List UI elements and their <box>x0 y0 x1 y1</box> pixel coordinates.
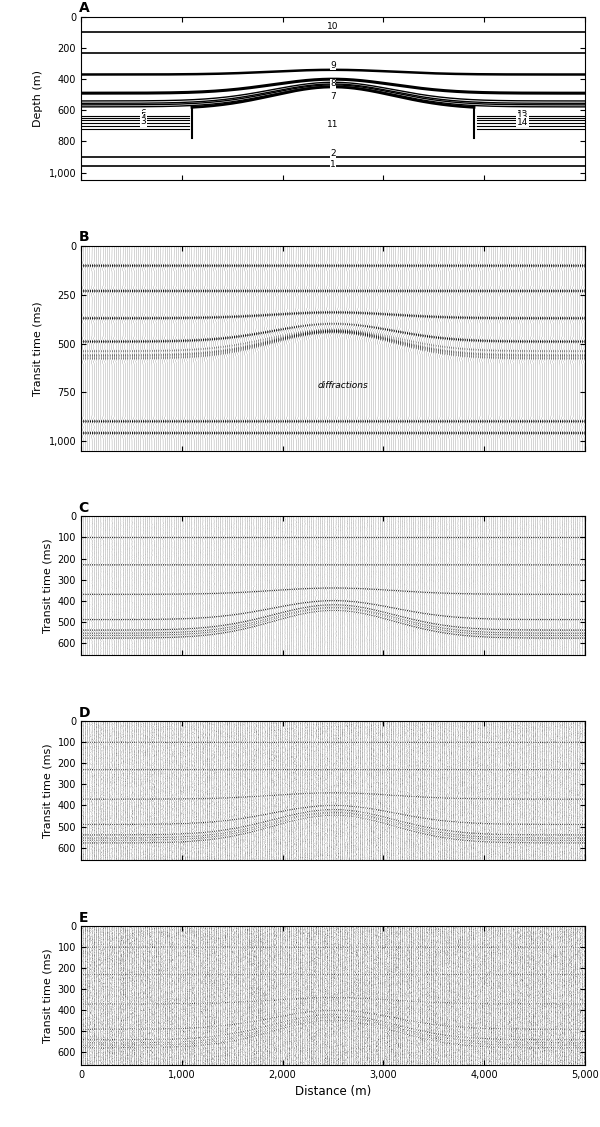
Polygon shape <box>192 87 474 139</box>
Y-axis label: Transit time (ms): Transit time (ms) <box>33 301 43 396</box>
Text: 12: 12 <box>517 109 528 118</box>
Text: diffractions: diffractions <box>318 381 368 390</box>
Text: 11: 11 <box>327 119 339 128</box>
X-axis label: Distance (m): Distance (m) <box>295 1085 371 1099</box>
Y-axis label: Transit time (ms): Transit time (ms) <box>42 744 52 838</box>
Text: D: D <box>79 706 90 720</box>
Text: 3: 3 <box>140 117 146 126</box>
Text: 7: 7 <box>330 91 336 100</box>
Y-axis label: Transit time (ms): Transit time (ms) <box>42 948 52 1042</box>
Text: 13: 13 <box>517 113 528 122</box>
Text: 10: 10 <box>327 21 339 30</box>
Text: C: C <box>79 502 89 515</box>
Text: 8: 8 <box>330 79 336 88</box>
Text: B: B <box>79 230 89 245</box>
Y-axis label: Transit time (ms): Transit time (ms) <box>42 539 52 633</box>
Text: 1: 1 <box>330 160 336 169</box>
Y-axis label: Depth (m): Depth (m) <box>33 70 43 127</box>
Text: 9: 9 <box>330 61 336 70</box>
Text: 2: 2 <box>330 149 336 158</box>
Text: 6: 6 <box>140 109 146 118</box>
Text: 14: 14 <box>517 118 528 127</box>
Text: E: E <box>79 911 88 924</box>
Text: A: A <box>79 1 89 16</box>
Text: 5: 5 <box>140 112 146 121</box>
Text: 4: 4 <box>140 114 146 123</box>
